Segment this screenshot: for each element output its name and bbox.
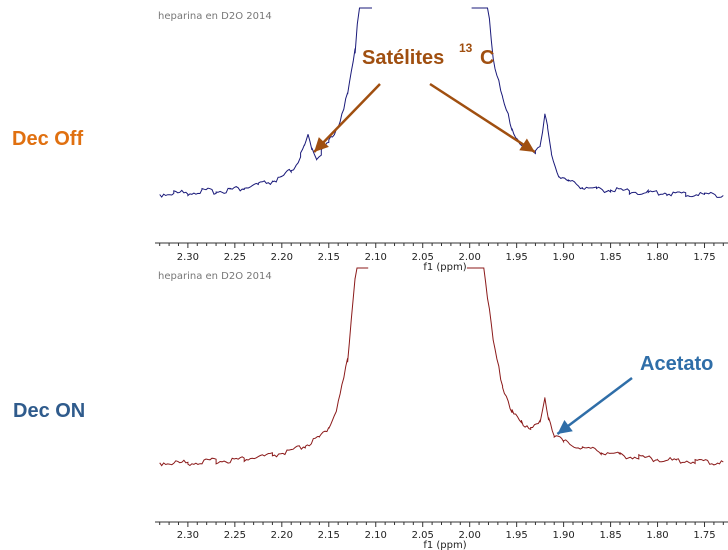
dec-on-x-axis-title: f1 (ppm) — [423, 540, 466, 550]
acetato-arrow — [556, 377, 633, 435]
tick-label: 1.95 — [506, 530, 528, 541]
arrow-shaft — [313, 83, 381, 153]
tick-label: 2.05 — [412, 252, 434, 263]
tick-label: 2.05 — [412, 530, 434, 541]
tick-label: 2.30 — [177, 252, 199, 263]
arrow-shaft — [556, 377, 633, 435]
tick-label: 2.00 — [459, 252, 481, 263]
tick-label: 2.30 — [177, 530, 199, 541]
tick-label: 2.20 — [271, 530, 293, 541]
acetato-annotation: Acetato — [556, 353, 713, 435]
tick-label: 2.20 — [271, 252, 293, 263]
tick-label: 2.10 — [365, 530, 387, 541]
dec-on-caption: heparina en D2O 2014 — [158, 271, 272, 282]
dec-off-ticks: 2.30 2.25 2.20 2.15 2.10 2.05 2.00 1.95 1.90 1.85… — [159, 243, 724, 263]
tick-label: 1.85 — [599, 252, 621, 263]
acetato-label: Acetato — [640, 353, 713, 375]
dec-on-ticks: 2.30 2.25 2.20 2.15 2.10 2.05 2.00 1.95 1.90 1.85… — [159, 522, 724, 541]
tick-label: 2.00 — [459, 530, 481, 541]
satellites-suffix: C — [480, 47, 494, 69]
tick-label: 1.75 — [693, 252, 715, 263]
arrow-head — [557, 419, 573, 434]
dec-off-caption: heparina en D2O 2014 — [158, 11, 272, 22]
tick-label: 2.15 — [318, 530, 340, 541]
tick-label: 2.25 — [224, 252, 246, 263]
tick-label: 2.15 — [318, 252, 340, 263]
dec-off-label: Dec Off — [12, 128, 84, 150]
tick-label: 1.90 — [552, 252, 574, 263]
arrow-head — [314, 137, 329, 152]
tick-label: 1.75 — [693, 530, 715, 541]
satellites-superscript: 13 — [459, 41, 473, 55]
tick-label: 1.95 — [506, 252, 528, 263]
arrow-head — [519, 138, 535, 152]
dec-on-spectrum-line — [159, 267, 724, 467]
arrow-shaft — [429, 82, 536, 154]
tick-label: 1.85 — [599, 530, 621, 541]
dec-on-spectrum-panel: heparina en D2O 2014 2.30 2.25 2.20 2.15 2.1… — [155, 267, 728, 550]
dec-on-label: Dec ON — [13, 400, 86, 422]
satellites-arrows — [313, 82, 536, 154]
tick-label: 1.80 — [646, 530, 668, 541]
tick-label: 1.90 — [552, 530, 574, 541]
satellites-annotation: Satélites 13 C — [313, 41, 536, 154]
satellites-label: Satélites — [362, 47, 444, 69]
tick-label: 2.10 — [365, 252, 387, 263]
satellites-text: Satélites — [362, 47, 444, 69]
dec-off-spectrum-line — [159, 7, 724, 198]
dec-off-spectrum-panel: heparina en D2O 2014 2.30 2.25 2.20 2.15 2.1… — [155, 7, 728, 273]
dec-off-x-axis-title: f1 (ppm) — [423, 262, 466, 273]
tick-label: 2.25 — [224, 530, 246, 541]
tick-label: 1.80 — [646, 252, 668, 263]
